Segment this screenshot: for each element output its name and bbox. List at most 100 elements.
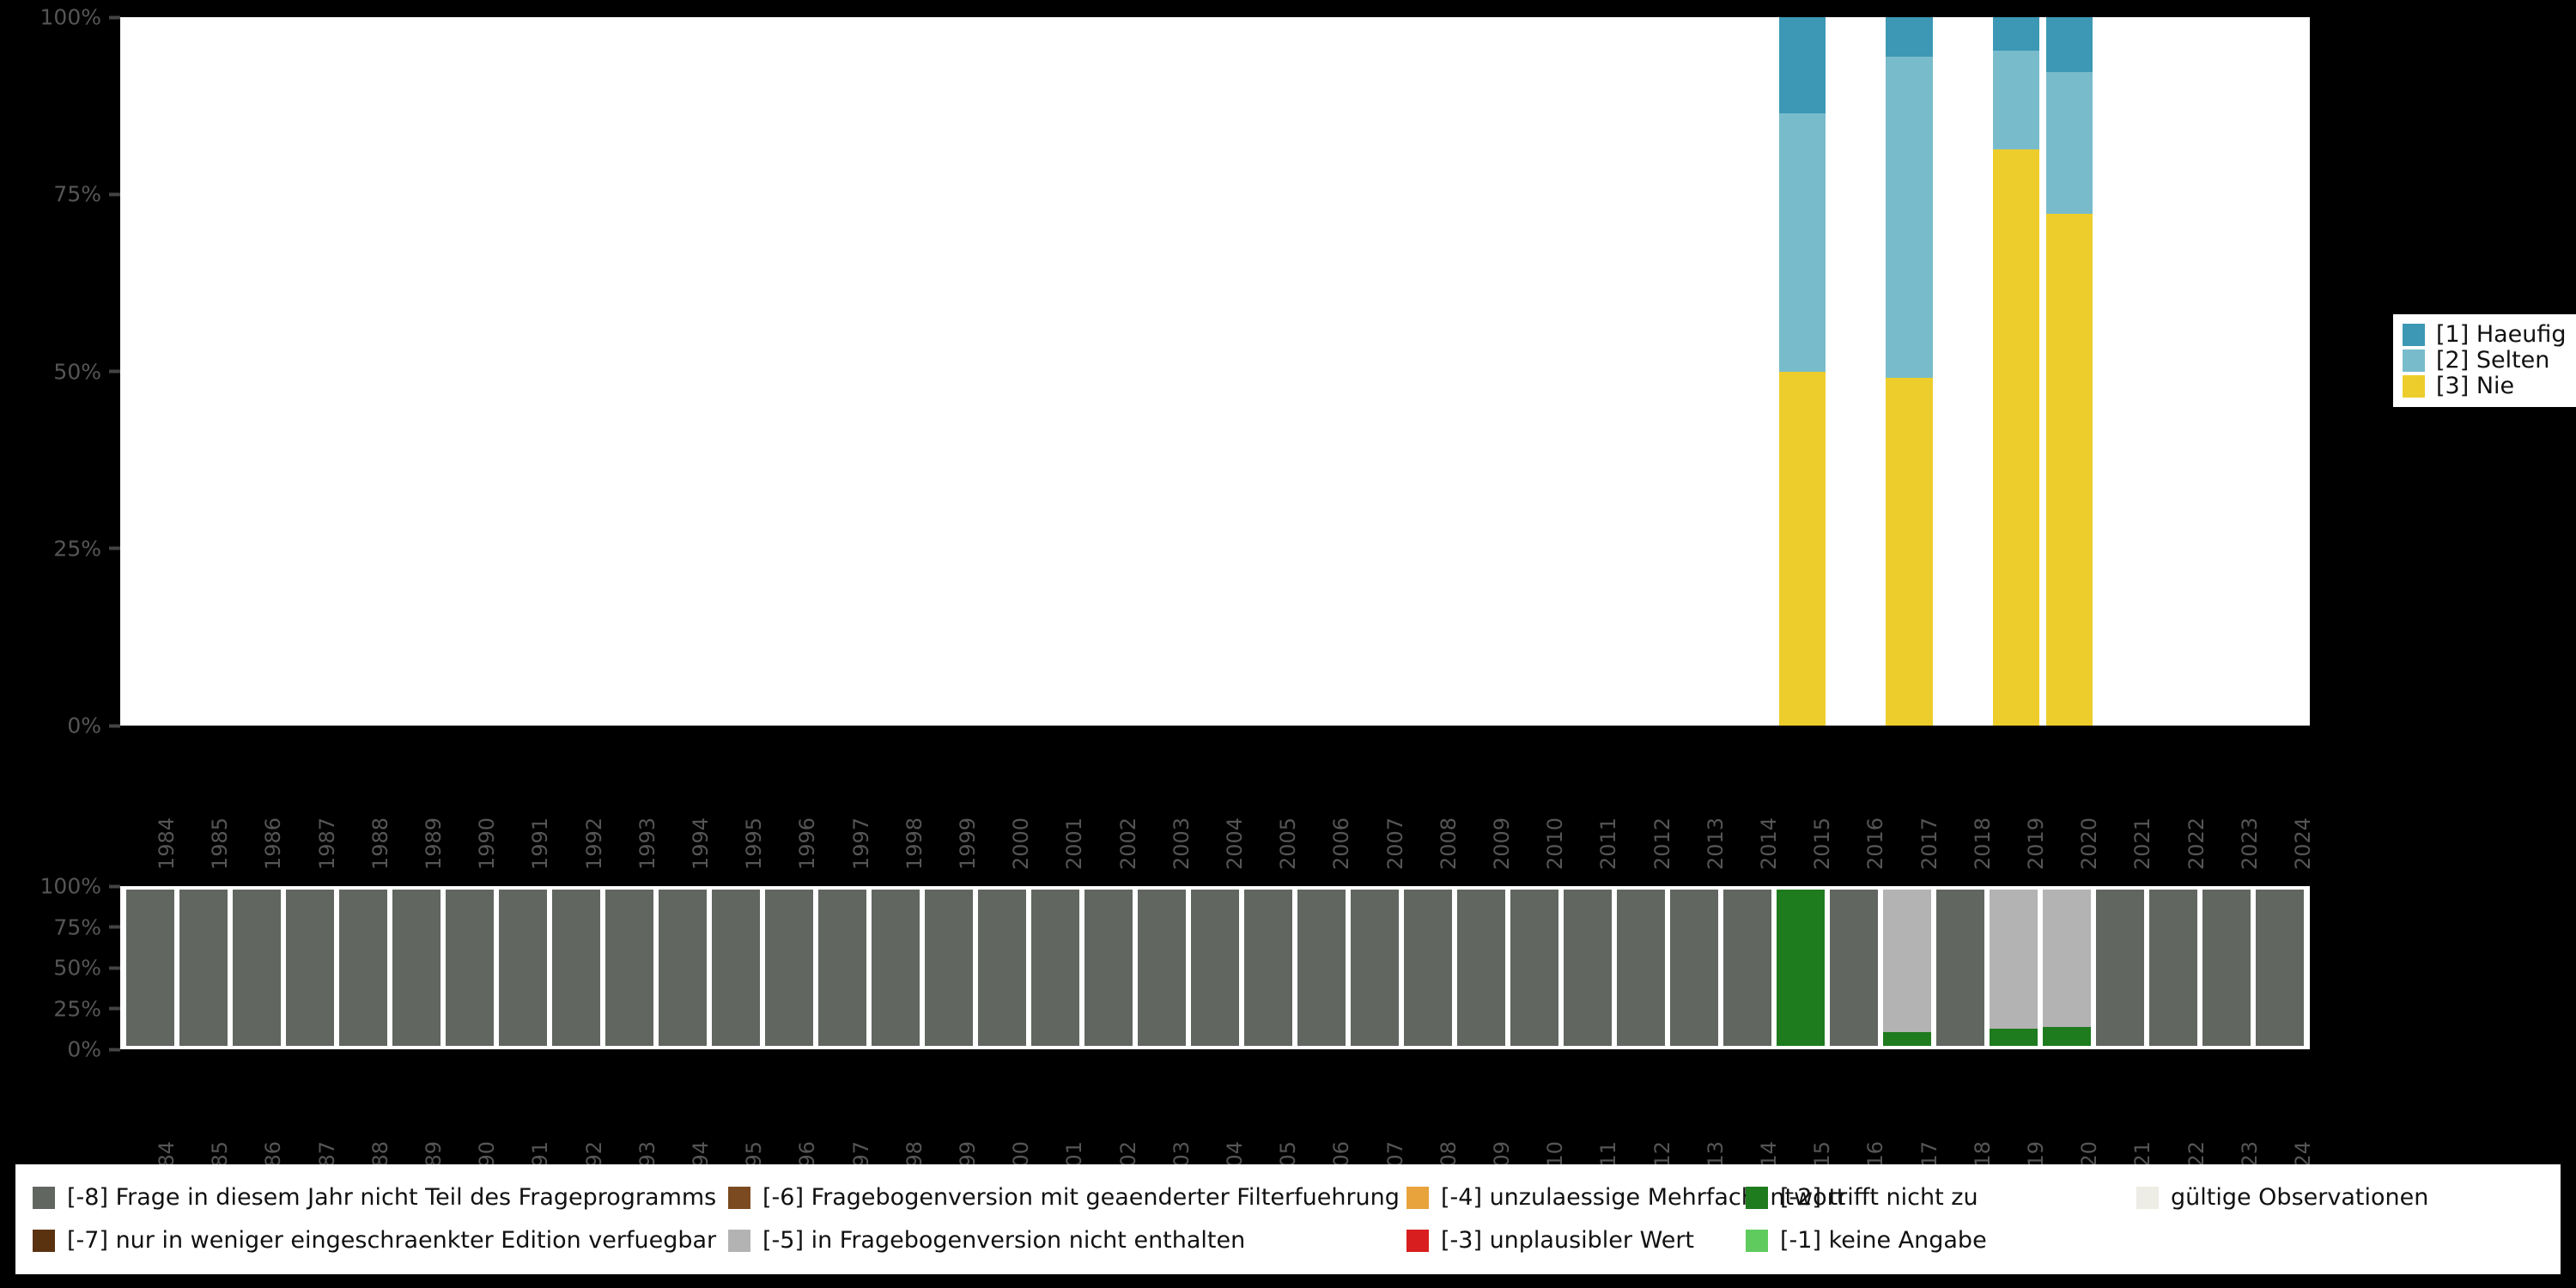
coverage-bar[interactable] <box>1138 890 1186 1046</box>
stacked-bar[interactable] <box>1778 17 1826 726</box>
bottom-legend-item[interactable]: [-6] Fragebogenversion mit geaenderter F… <box>728 1178 1406 1218</box>
coverage-bar-segment[interactable] <box>605 890 653 1046</box>
coverage-bar-segment[interactable] <box>552 890 600 1046</box>
coverage-bar[interactable] <box>659 890 707 1046</box>
coverage-bar[interactable] <box>499 890 547 1046</box>
bottom-legend-item[interactable]: [-1] keine Angabe <box>1746 1221 2136 1261</box>
coverage-bar[interactable] <box>1191 890 1239 1046</box>
coverage-bar[interactable] <box>2256 890 2304 1046</box>
coverage-bar-segment[interactable] <box>1670 890 1718 1046</box>
coverage-bar-segment[interactable] <box>978 890 1026 1046</box>
coverage-bar-segment[interactable] <box>1084 890 1133 1046</box>
coverage-bar-segment[interactable] <box>712 890 760 1046</box>
coverage-bar-segment[interactable] <box>2096 890 2144 1046</box>
stacked-bar[interactable] <box>2045 17 2093 726</box>
coverage-bar[interactable] <box>712 890 760 1046</box>
coverage-bar[interactable] <box>1883 890 1931 1046</box>
coverage-bar-segment[interactable] <box>1883 1031 1931 1046</box>
coverage-bar-segment[interactable] <box>1883 890 1931 1032</box>
coverage-bar-segment[interactable] <box>2202 890 2251 1046</box>
coverage-bar-segment[interactable] <box>1244 890 1292 1046</box>
coverage-bar[interactable] <box>1777 890 1825 1046</box>
bottom-legend-item[interactable]: gültige Observationen <box>2136 1178 2543 1218</box>
coverage-bar[interactable] <box>339 890 387 1046</box>
bar-segment-nie[interactable] <box>1778 371 1826 726</box>
coverage-bar[interactable] <box>126 890 174 1046</box>
coverage-bar-segment[interactable] <box>765 890 813 1046</box>
legend-item[interactable]: [1] Haeufig <box>2403 323 2567 346</box>
coverage-bar[interactable] <box>925 890 973 1046</box>
coverage-bar-segment[interactable] <box>2149 890 2197 1046</box>
coverage-bar-segment[interactable] <box>1723 890 1771 1046</box>
bar-segment-haeufig[interactable] <box>2045 17 2093 73</box>
coverage-bar[interactable] <box>392 890 440 1046</box>
bottom-legend-item[interactable]: [-5] in Fragebogenversion nicht enthalte… <box>728 1221 1406 1261</box>
coverage-bar[interactable] <box>1830 890 1878 1046</box>
coverage-bar[interactable] <box>1564 890 1612 1046</box>
coverage-bar[interactable] <box>1457 890 1505 1046</box>
coverage-bar[interactable] <box>1936 890 1984 1046</box>
coverage-bar[interactable] <box>286 890 334 1046</box>
bottom-legend-item[interactable]: [-2] trifft nicht zu <box>1746 1178 2136 1218</box>
coverage-bar-segment[interactable] <box>1031 890 1079 1046</box>
coverage-bar[interactable] <box>2096 890 2144 1046</box>
coverage-bar[interactable] <box>1031 890 1079 1046</box>
coverage-bar-segment[interactable] <box>1830 890 1878 1046</box>
coverage-bar[interactable] <box>1297 890 1346 1046</box>
coverage-bar-segment[interactable] <box>2256 890 2304 1046</box>
bar-segment-selten[interactable] <box>1886 57 1933 378</box>
bottom-legend-item[interactable]: [-8] Frage in diesem Jahr nicht Teil des… <box>33 1178 728 1218</box>
coverage-bar-segment[interactable] <box>179 890 228 1046</box>
bar-segment-selten[interactable] <box>1992 50 2040 150</box>
coverage-bar[interactable] <box>818 890 866 1046</box>
coverage-bar-segment[interactable] <box>499 890 547 1046</box>
coverage-bar[interactable] <box>1510 890 1558 1046</box>
legend-item[interactable]: [2] Selten <box>2403 349 2567 372</box>
stacked-bar[interactable] <box>1992 17 2040 726</box>
coverage-bar-segment[interactable] <box>286 890 334 1046</box>
coverage-bar[interactable] <box>233 890 281 1046</box>
legend-item[interactable]: [3] Nie <box>2403 374 2567 398</box>
coverage-bar[interactable] <box>978 890 1026 1046</box>
coverage-bar-segment[interactable] <box>872 890 920 1046</box>
coverage-bar-segment[interactable] <box>1990 1028 2038 1046</box>
bar-segment-selten[interactable] <box>1778 113 1826 372</box>
coverage-bar[interactable] <box>605 890 653 1046</box>
coverage-bar[interactable] <box>446 890 494 1046</box>
coverage-bar[interactable] <box>1404 890 1452 1046</box>
coverage-bar[interactable] <box>2149 890 2197 1046</box>
bar-segment-selten[interactable] <box>2045 72 2093 214</box>
coverage-bar-segment[interactable] <box>1777 890 1825 1046</box>
coverage-bar[interactable] <box>1617 890 1665 1046</box>
bottom-legend-item[interactable]: [-3] unplausibler Wert <box>1406 1221 1746 1261</box>
coverage-bar-segment[interactable] <box>1138 890 1186 1046</box>
coverage-bar-segment[interactable] <box>2043 890 2091 1028</box>
coverage-bar[interactable] <box>1723 890 1771 1046</box>
coverage-bar-segment[interactable] <box>1617 890 1665 1046</box>
coverage-bar[interactable] <box>872 890 920 1046</box>
bottom-legend-item[interactable]: [-7] nur in weniger eingeschraenkter Edi… <box>33 1221 728 1261</box>
coverage-bar[interactable] <box>765 890 813 1046</box>
coverage-bar[interactable] <box>1351 890 1399 1046</box>
coverage-bar-segment[interactable] <box>1297 890 1346 1046</box>
coverage-bar-segment[interactable] <box>925 890 973 1046</box>
coverage-bar[interactable] <box>1244 890 1292 1046</box>
coverage-bar-segment[interactable] <box>659 890 707 1046</box>
coverage-bar-segment[interactable] <box>1936 890 1984 1046</box>
coverage-bar-segment[interactable] <box>233 890 281 1046</box>
bar-segment-nie[interactable] <box>2045 213 2093 726</box>
coverage-bar[interactable] <box>179 890 228 1046</box>
coverage-bar[interactable] <box>2043 890 2091 1046</box>
coverage-bar[interactable] <box>1670 890 1718 1046</box>
coverage-bar[interactable] <box>2202 890 2251 1046</box>
bar-segment-nie[interactable] <box>1886 377 1933 726</box>
bar-segment-haeufig[interactable] <box>1886 17 1933 58</box>
coverage-bar-segment[interactable] <box>392 890 440 1046</box>
coverage-bar-segment[interactable] <box>1191 890 1239 1046</box>
bottom-legend-item[interactable]: [-4] unzulaessige Mehrfachantwort <box>1406 1178 1845 1218</box>
coverage-bar[interactable] <box>1990 890 2038 1046</box>
coverage-bar-segment[interactable] <box>2043 1027 2091 1046</box>
coverage-bar-segment[interactable] <box>1510 890 1558 1046</box>
coverage-bar-segment[interactable] <box>818 890 866 1046</box>
coverage-bar[interactable] <box>552 890 600 1046</box>
